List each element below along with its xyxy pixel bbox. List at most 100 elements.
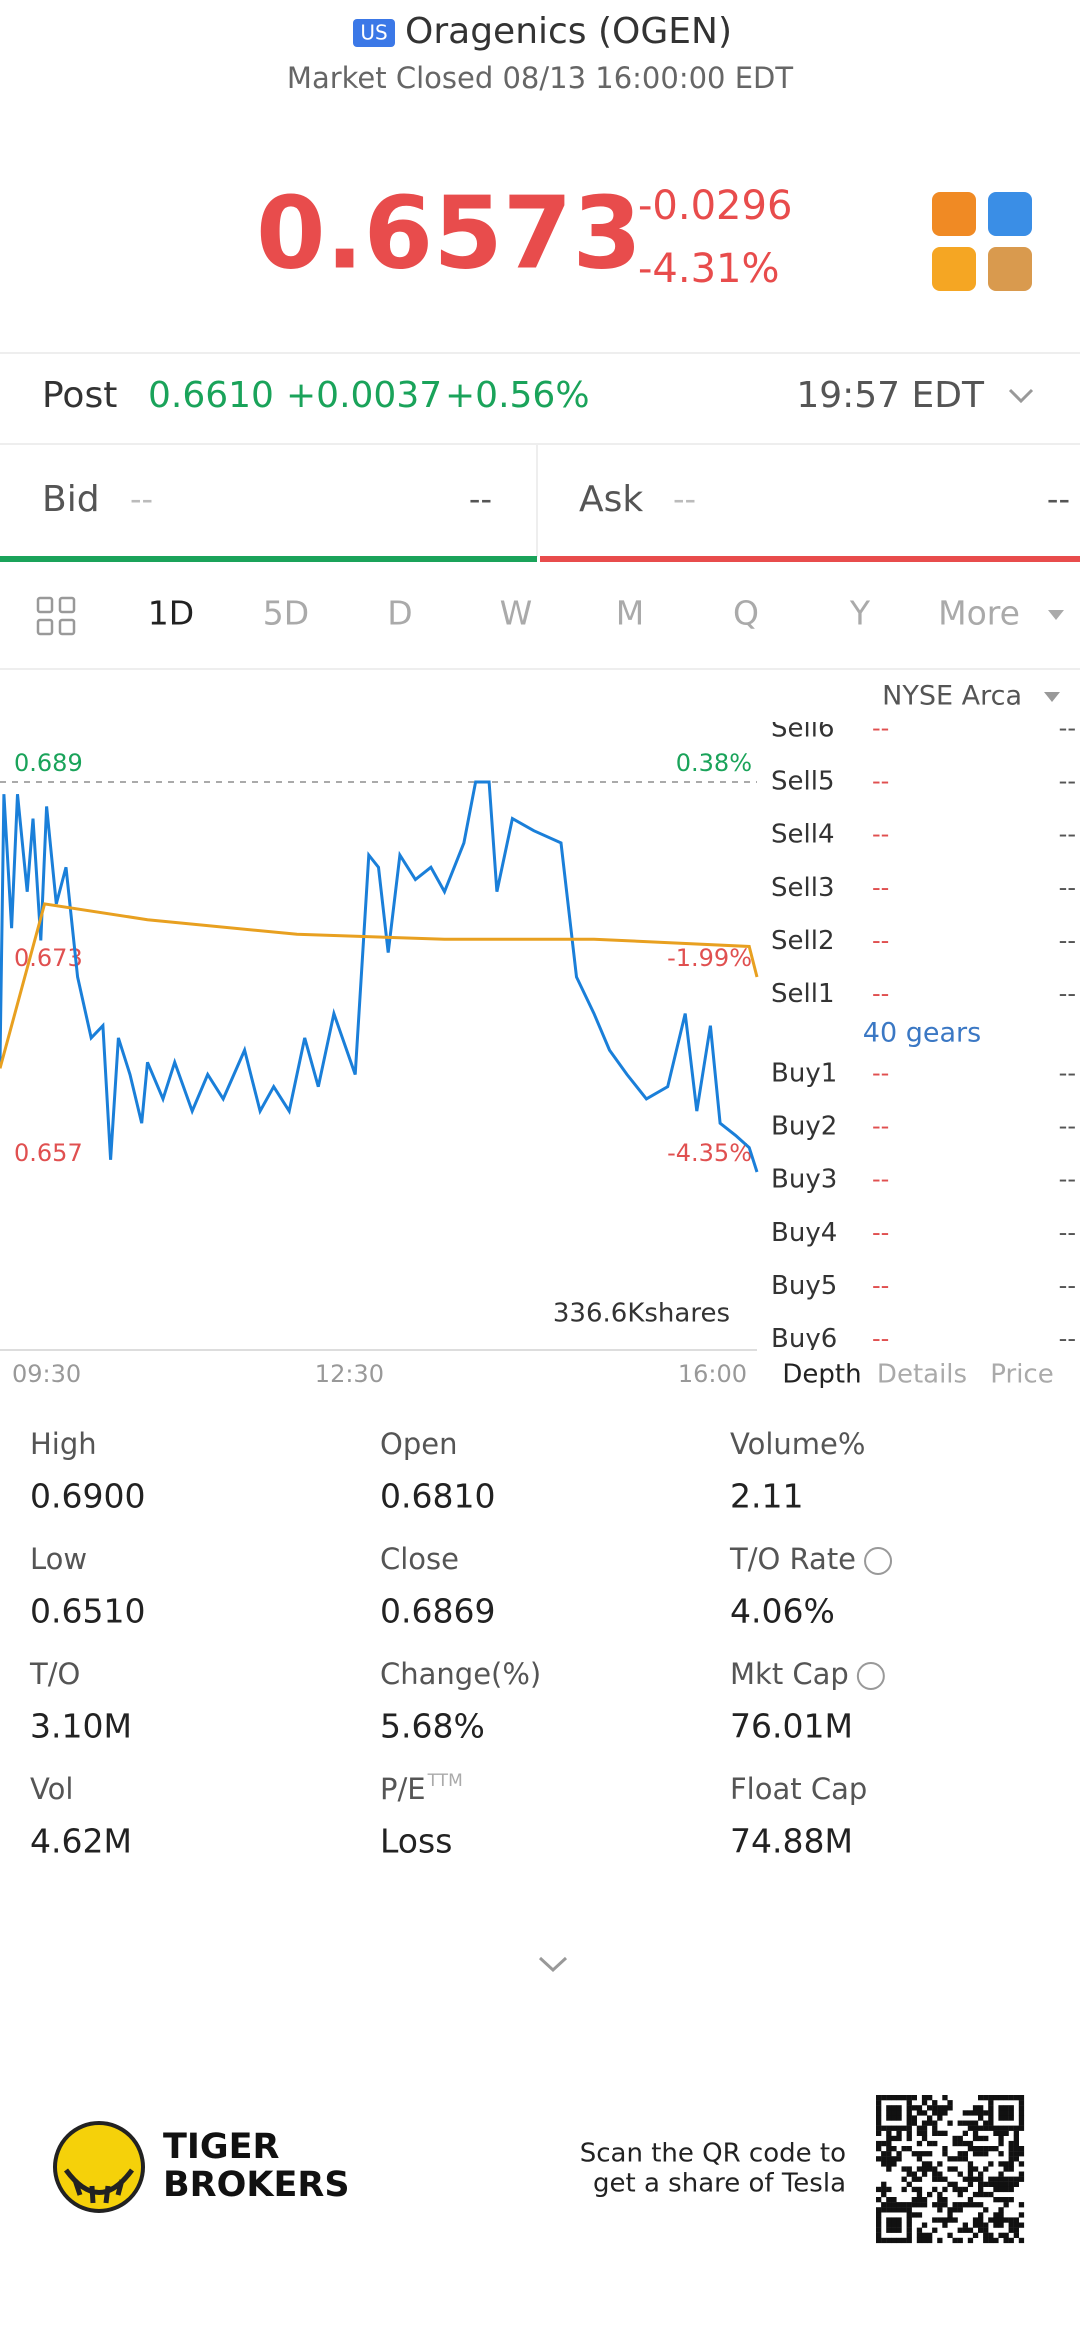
qr-cell [916,2176,923,2182]
qr-cell [916,2166,923,2172]
qr-cell [967,2237,974,2244]
qr-cell [916,2202,923,2208]
qr-cell [978,2212,984,2218]
qr-cell [896,2130,902,2136]
qr-cell [1008,2222,1014,2228]
qr-cell [967,2166,974,2172]
qr-cell [916,2140,923,2147]
qr-cell [1018,2222,1025,2228]
qr-cell [967,2120,974,2126]
bid-size: -- [130,480,153,518]
level-size: -- [1059,1165,1076,1193]
level-price: -- [872,1112,889,1140]
period-tab[interactable]: More [938,594,1020,633]
level-label: Buy4 [771,1218,837,1248]
icon[interactable] [932,247,976,291]
icon[interactable] [932,192,976,236]
qr-cell [993,2146,999,2152]
period-tab[interactable]: W [500,594,533,633]
qr-cell [906,2237,912,2244]
dropdown[interactable] [1044,692,1060,702]
qr-cell [932,2217,938,2223]
qr-cell [983,2135,989,2142]
book-tab[interactable]: Price [990,1360,1053,1390]
qr-cell [911,2197,917,2203]
qr-cell [921,2135,928,2142]
ask-label: Ask [579,479,643,520]
level-size: -- [1059,714,1076,742]
post-time[interactable]: 19:57 EDT [796,375,985,416]
qr-cell [891,2156,897,2162]
info-icon[interactable] [856,1662,885,1690]
level-size: -- [1059,1059,1076,1087]
icon[interactable] [988,192,1032,236]
period-tab[interactable]: Y [849,594,871,633]
qr-cell [881,2095,887,2101]
qr-cell [937,2202,943,2208]
qr-cell [978,2202,984,2208]
more-arrow[interactable] [1048,610,1064,620]
level-price: -- [872,1325,889,1353]
qr-cell [947,2100,953,2106]
qr-cell [932,2166,938,2172]
qr-cell [906,2207,912,2213]
layout-icon[interactable] [36,596,76,636]
qr-cell [911,2171,917,2177]
level-label: Sell5 [771,767,835,797]
qr-cell [1008,2151,1014,2157]
qr-cell [876,2140,882,2147]
exchange[interactable]: NYSE Arca [882,681,1022,712]
qr-cell [942,2186,948,2193]
qr-cell [876,2232,882,2238]
order-book: Sell6 -- -- Sell5 -- -- Sell4 -- -- Sell3 -- -- Sell… [771,714,1076,1354]
level-label: Sell3 [771,873,835,903]
stat-label: Float Cap [730,1772,867,1806]
qr-cell [916,2130,923,2136]
period-tab[interactable]: M [616,594,644,633]
qr-cell [921,2232,928,2238]
brand: TIGER [163,2127,280,2167]
qr-cell [947,2212,953,2218]
qr-cell [1003,2176,1009,2182]
qr-cell [978,2135,984,2142]
period-tab[interactable]: D [387,594,412,633]
qr-cell [962,2186,968,2193]
post-change-pct: +0.56% [445,375,590,416]
qr-cell [881,2156,887,2162]
qr-cell [957,2171,963,2177]
qr-cell [998,2125,1004,2131]
qr-cell [998,2197,1004,2203]
qr-cell [1013,2130,1019,2136]
qr-cell [932,2100,938,2106]
qr-cell [927,2161,933,2167]
period-tab[interactable]: 5D [263,594,309,633]
qr-cell [916,2191,923,2198]
book-tab[interactable]: Depth [782,1360,861,1390]
bid-label: Bid [42,479,100,520]
qr-cell [1018,2161,1025,2167]
qr-cell [983,2095,989,2101]
book-tab[interactable]: Details [877,1360,967,1390]
qr-cell [998,2130,1004,2136]
qr-cell [967,2197,974,2203]
qr-cell [891,2222,897,2228]
qr-cell [916,2125,923,2131]
qr-cell [921,2120,928,2126]
level-size: -- [1059,1218,1076,1246]
market-status: Market Closed 08/13 16:00:00 EDT [287,61,793,95]
qr-cell [891,2095,897,2101]
qr-cell [983,2237,989,2244]
chevron[interactable] [1008,388,1034,404]
stat-value: Loss [380,1822,452,1861]
qr-cell [998,2181,1004,2187]
qr-cell [876,2125,882,2131]
period-tab[interactable]: Q [733,594,759,633]
info-icon[interactable] [864,1547,893,1575]
period-tab[interactable]: 1D [148,594,194,633]
qr-cell [983,2146,989,2152]
icon[interactable] [988,247,1032,291]
x-tick-label: 12:30 [315,1360,384,1388]
qr-cell [886,2156,892,2162]
expand[interactable] [538,1956,568,1973]
level-label: Buy6 [771,1324,837,1354]
